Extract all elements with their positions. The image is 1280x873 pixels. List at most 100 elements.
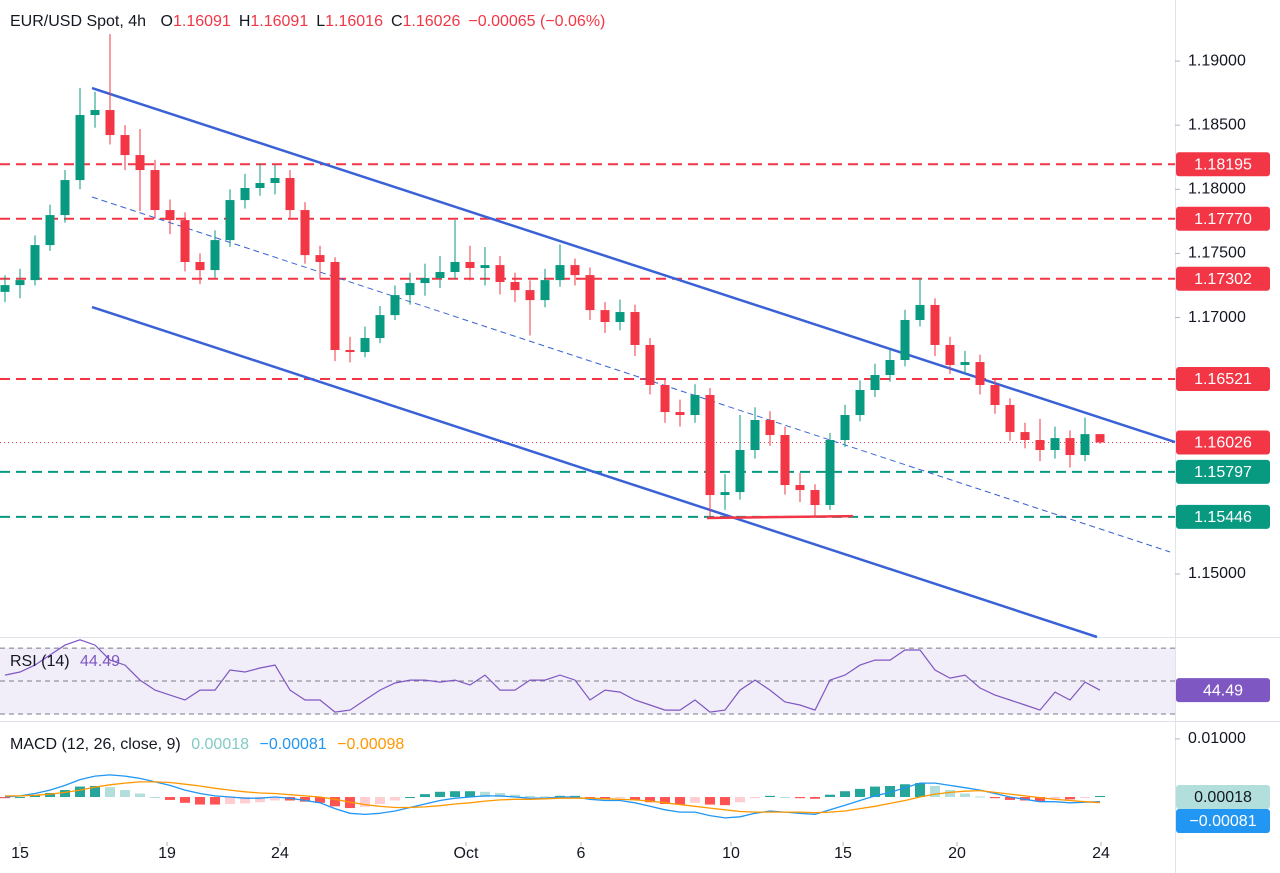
macd-histogram-bar <box>314 797 325 803</box>
macd-histogram-bar <box>719 797 730 806</box>
macd-histogram-bar <box>644 797 655 803</box>
signal-value: −0.00098 <box>337 736 404 753</box>
candle-body <box>555 265 565 281</box>
candle-body <box>480 265 490 269</box>
candle-body <box>645 344 655 385</box>
candle-body <box>735 450 745 493</box>
candle-body <box>825 440 835 506</box>
y-tick-label: 1.17500 <box>1188 245 1246 262</box>
macd-histogram-bar <box>1049 797 1060 800</box>
macd-line <box>4 774 1101 819</box>
candle-body <box>450 262 460 273</box>
hist-label-box <box>1176 785 1270 809</box>
macd-histogram-bar <box>884 785 895 798</box>
candle-body <box>90 110 100 116</box>
macd-label-text: −0.00081 <box>1189 813 1256 830</box>
candle-body <box>885 359 895 375</box>
x-tick-label: 24 <box>1092 845 1110 862</box>
legend-value: 1.16091 <box>250 13 308 30</box>
candle-body <box>780 435 790 486</box>
macd-histogram-bar <box>794 797 805 799</box>
macd-histogram-bar <box>14 797 25 799</box>
candle-body <box>495 265 505 283</box>
candle-body <box>720 492 730 496</box>
macd-histogram-bar <box>44 792 55 798</box>
macd-histogram-bar <box>164 797 175 800</box>
macd-histogram-bar <box>764 795 775 798</box>
candle-body <box>60 180 70 216</box>
candle-body <box>810 490 820 506</box>
macd-histogram-bar <box>269 797 280 801</box>
macd-histogram-bar <box>134 793 145 798</box>
macd-histogram-bar <box>194 797 205 805</box>
rsi-legend: RSI (14) 44.49 <box>10 653 120 670</box>
rsi-value: 44.49 <box>80 653 120 670</box>
macd-histogram-bar <box>674 797 685 805</box>
macd-histogram-bar <box>404 797 415 799</box>
marks <box>0 34 1180 846</box>
candle-body <box>0 285 10 292</box>
rsi-label-box <box>1176 678 1270 703</box>
candle-body <box>765 420 775 436</box>
macd-histogram-bar <box>629 797 640 800</box>
level-label-text: 1.15797 <box>1194 464 1252 481</box>
candle-body <box>435 272 445 279</box>
macd-histogram-bar <box>104 787 115 798</box>
candle-body <box>585 275 595 311</box>
signal-line <box>5 781 1101 814</box>
macd-histogram-bar <box>149 797 160 799</box>
trendline <box>91 305 1098 639</box>
candle-body <box>870 374 880 390</box>
macd-histogram-bar <box>89 785 100 798</box>
macd-histogram-bar <box>599 797 610 799</box>
rsi-label-text: 44.49 <box>1203 682 1243 699</box>
macd-histogram-bar <box>494 792 505 798</box>
trendline <box>91 196 1171 553</box>
candle-body <box>1005 405 1015 433</box>
macd-histogram-bar <box>1079 797 1090 799</box>
candle-body <box>975 362 985 385</box>
candle-body <box>390 295 400 316</box>
macd-histogram-bar <box>509 794 520 798</box>
candle-body <box>510 282 520 291</box>
x-tick-label: 15 <box>834 845 852 862</box>
candle-body <box>1095 434 1105 443</box>
candle-body <box>1065 438 1075 456</box>
candle-body <box>855 389 865 416</box>
candle-body <box>210 240 220 271</box>
hist-value: 0.00018 <box>191 736 249 753</box>
candle-body <box>300 210 310 256</box>
candle-body <box>15 280 25 286</box>
level-label-box <box>1176 152 1270 177</box>
labels: 1.19000 1.18500 1.18000 1.17500 1.17000 1.150… <box>11 52 1270 862</box>
level-label-box <box>1176 266 1270 291</box>
level-label-text: 1.18195 <box>1194 157 1252 174</box>
x-tick-label: 10 <box>722 845 740 862</box>
candle-body <box>795 485 805 491</box>
rsi-line <box>4 639 1101 713</box>
legend-key: H <box>239 13 251 30</box>
macd-histogram-bar <box>959 793 970 798</box>
candle-body <box>330 262 340 350</box>
candle-body <box>270 178 280 184</box>
legend-change: −0.00065 (−0.06%) <box>468 13 605 30</box>
candle-body <box>570 265 580 276</box>
level-label-text: 1.16521 <box>1194 371 1252 388</box>
macd-histogram-bar <box>1064 797 1075 800</box>
hist-label-text: 0.00018 <box>1194 789 1252 806</box>
macd-histogram-bar <box>614 797 625 799</box>
macd-title: MACD (12, 26, close, 9) <box>10 736 181 753</box>
candle-body <box>945 344 955 365</box>
macd-histogram-bar <box>734 797 745 803</box>
macd-histogram-bar <box>659 797 670 804</box>
macd-histogram-bar <box>869 786 880 798</box>
x-tick-label: Oct <box>454 845 479 862</box>
macd-histogram-bar <box>59 790 70 798</box>
macd-histogram-bar <box>224 797 235 804</box>
macd-histogram-bar <box>1094 795 1105 798</box>
level-label-text: 1.15446 <box>1194 509 1252 526</box>
candle-body <box>630 312 640 345</box>
legend-key: L <box>316 13 325 30</box>
symbol: EUR/USD Spot, 4h <box>10 13 146 30</box>
